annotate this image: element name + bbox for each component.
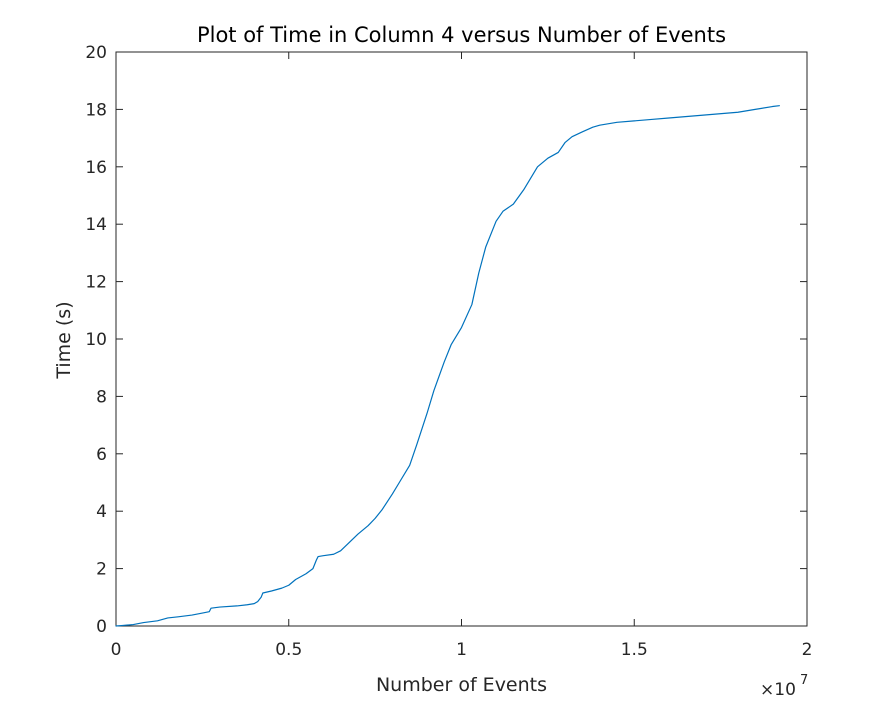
x-tick-label-4: 2 [802,640,813,660]
x-tick-label-0: 0 [111,640,122,660]
x-tick-label-3: 1.5 [621,640,648,660]
x-tick-label-2: 1 [456,640,467,660]
y-tick-label-7: 14 [85,215,107,235]
y-tick-label-10: 20 [85,43,107,63]
y-tick-label-3: 6 [96,445,107,465]
y-tick-label-8: 16 [85,158,107,178]
y-tick-label-5: 10 [85,330,107,350]
y-tick-label-4: 8 [96,387,107,407]
x-axis-exponent-base: ×10 [760,680,796,700]
y-tick-label-2: 4 [96,502,107,522]
x-axis-exponent: ×10 7 [760,673,808,700]
y-axis-label: Time (s) [53,301,75,379]
x-axis-exponent-power: 7 [800,673,808,688]
y-tick-label-1: 2 [96,560,107,580]
y-tick-label-9: 18 [85,100,107,120]
axes-box [115,51,808,627]
series-line-0 [115,105,780,627]
y-tick-label-6: 12 [85,273,107,293]
x-tick-label-1: 0.5 [275,640,302,660]
chart-title: Plot of Time in Column 4 versus Number o… [197,23,726,47]
x-axis-label: Number of Events [376,674,547,696]
y-tick-label-0: 0 [96,617,107,637]
